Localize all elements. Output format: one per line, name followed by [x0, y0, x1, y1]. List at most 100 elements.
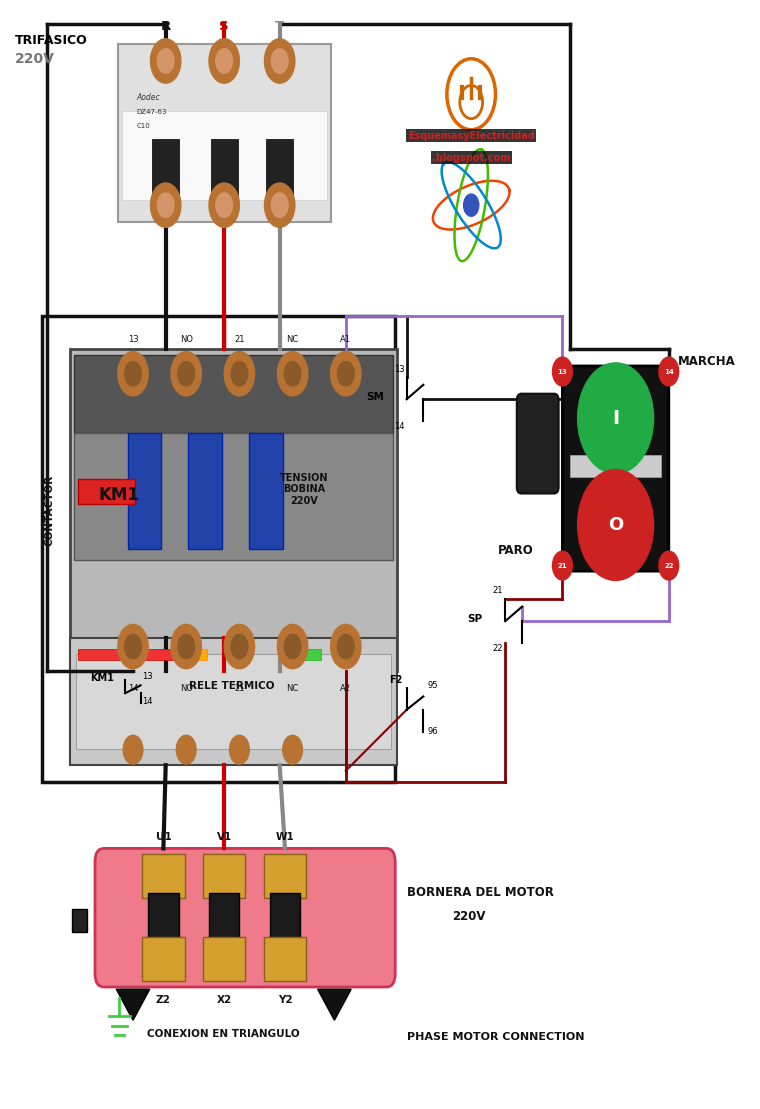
- Circle shape: [216, 49, 233, 73]
- Circle shape: [277, 352, 308, 396]
- FancyBboxPatch shape: [264, 937, 306, 981]
- Text: F2: F2: [389, 675, 403, 685]
- Circle shape: [123, 735, 143, 764]
- Circle shape: [118, 624, 148, 669]
- Circle shape: [125, 634, 141, 659]
- FancyBboxPatch shape: [203, 854, 245, 898]
- Text: 220V: 220V: [452, 910, 486, 924]
- Text: BORNERA DEL MOTOR: BORNERA DEL MOTOR: [407, 886, 553, 899]
- Text: C10: C10: [137, 122, 150, 129]
- Text: EsquemasyElectricidad: EsquemasyElectricidad: [408, 131, 534, 141]
- Text: NC: NC: [287, 335, 299, 344]
- FancyBboxPatch shape: [128, 433, 161, 549]
- FancyBboxPatch shape: [70, 349, 397, 671]
- Text: 95: 95: [428, 681, 439, 690]
- Text: O: O: [608, 516, 623, 533]
- Circle shape: [230, 735, 249, 764]
- Text: .blogspot.com: .blogspot.com: [432, 153, 510, 163]
- Text: 21: 21: [234, 335, 245, 344]
- Circle shape: [150, 183, 181, 227]
- Circle shape: [209, 39, 239, 83]
- Circle shape: [178, 634, 195, 659]
- FancyBboxPatch shape: [78, 649, 184, 660]
- Text: A2: A2: [340, 684, 351, 693]
- FancyBboxPatch shape: [122, 111, 327, 200]
- Text: W1: W1: [276, 832, 294, 842]
- Text: Aodec: Aodec: [137, 93, 160, 102]
- Text: 21: 21: [492, 587, 503, 596]
- Text: CONTACTOR: CONTACTOR: [44, 475, 55, 546]
- Circle shape: [171, 352, 201, 396]
- Circle shape: [224, 352, 255, 396]
- Circle shape: [271, 193, 288, 217]
- Text: MARCHA: MARCHA: [678, 355, 736, 368]
- FancyBboxPatch shape: [72, 909, 87, 932]
- FancyBboxPatch shape: [283, 649, 321, 660]
- Circle shape: [171, 624, 201, 669]
- Text: 22: 22: [664, 562, 673, 569]
- Circle shape: [176, 735, 196, 764]
- FancyBboxPatch shape: [70, 638, 397, 765]
- Text: 21: 21: [234, 684, 245, 693]
- Circle shape: [284, 362, 301, 386]
- Text: SP: SP: [467, 613, 483, 624]
- Text: 14: 14: [142, 698, 153, 706]
- Text: 13: 13: [394, 365, 404, 374]
- Text: 21: 21: [558, 562, 567, 569]
- Circle shape: [118, 352, 148, 396]
- Text: U1: U1: [156, 832, 171, 842]
- Text: Z2: Z2: [156, 995, 171, 1005]
- FancyBboxPatch shape: [270, 893, 300, 943]
- Circle shape: [553, 357, 572, 386]
- Circle shape: [176, 639, 196, 668]
- Text: I: I: [612, 409, 619, 428]
- FancyBboxPatch shape: [74, 355, 393, 433]
- Text: 13: 13: [142, 672, 153, 681]
- FancyBboxPatch shape: [570, 455, 661, 477]
- Text: NO: NO: [179, 684, 193, 693]
- Circle shape: [283, 735, 302, 764]
- Text: KM1: KM1: [99, 487, 140, 505]
- FancyBboxPatch shape: [142, 937, 185, 981]
- FancyBboxPatch shape: [517, 394, 559, 494]
- FancyBboxPatch shape: [249, 433, 283, 549]
- Text: TRIFASICO: TRIFASICO: [15, 34, 88, 48]
- FancyBboxPatch shape: [76, 654, 391, 749]
- Text: PARO: PARO: [498, 543, 534, 557]
- Circle shape: [125, 362, 141, 386]
- Text: V1: V1: [217, 832, 232, 842]
- Circle shape: [216, 193, 233, 217]
- Circle shape: [157, 49, 174, 73]
- FancyBboxPatch shape: [118, 44, 331, 222]
- Circle shape: [337, 362, 354, 386]
- FancyBboxPatch shape: [95, 848, 395, 987]
- Text: NC: NC: [287, 684, 299, 693]
- Circle shape: [277, 624, 308, 669]
- Circle shape: [553, 551, 572, 580]
- FancyBboxPatch shape: [264, 854, 306, 898]
- Circle shape: [284, 634, 301, 659]
- Text: KM1: KM1: [90, 673, 113, 683]
- Circle shape: [659, 357, 679, 386]
- FancyBboxPatch shape: [184, 649, 207, 660]
- Text: Y2: Y2: [277, 995, 293, 1005]
- Circle shape: [157, 193, 174, 217]
- Circle shape: [283, 639, 302, 668]
- Text: 13: 13: [128, 335, 138, 344]
- Text: R: R: [160, 20, 171, 33]
- FancyBboxPatch shape: [148, 893, 179, 943]
- Polygon shape: [116, 989, 150, 1020]
- Text: DZ47-63: DZ47-63: [137, 109, 167, 115]
- Circle shape: [331, 352, 361, 396]
- Circle shape: [337, 634, 354, 659]
- Circle shape: [578, 363, 654, 474]
- Text: 220V: 220V: [290, 496, 318, 506]
- Text: X2: X2: [217, 995, 232, 1005]
- Circle shape: [123, 639, 143, 668]
- Text: TENSION: TENSION: [280, 474, 328, 484]
- Circle shape: [230, 639, 249, 668]
- Text: NO: NO: [179, 335, 193, 344]
- Text: 14: 14: [128, 684, 138, 693]
- Circle shape: [231, 362, 248, 386]
- FancyBboxPatch shape: [211, 139, 238, 205]
